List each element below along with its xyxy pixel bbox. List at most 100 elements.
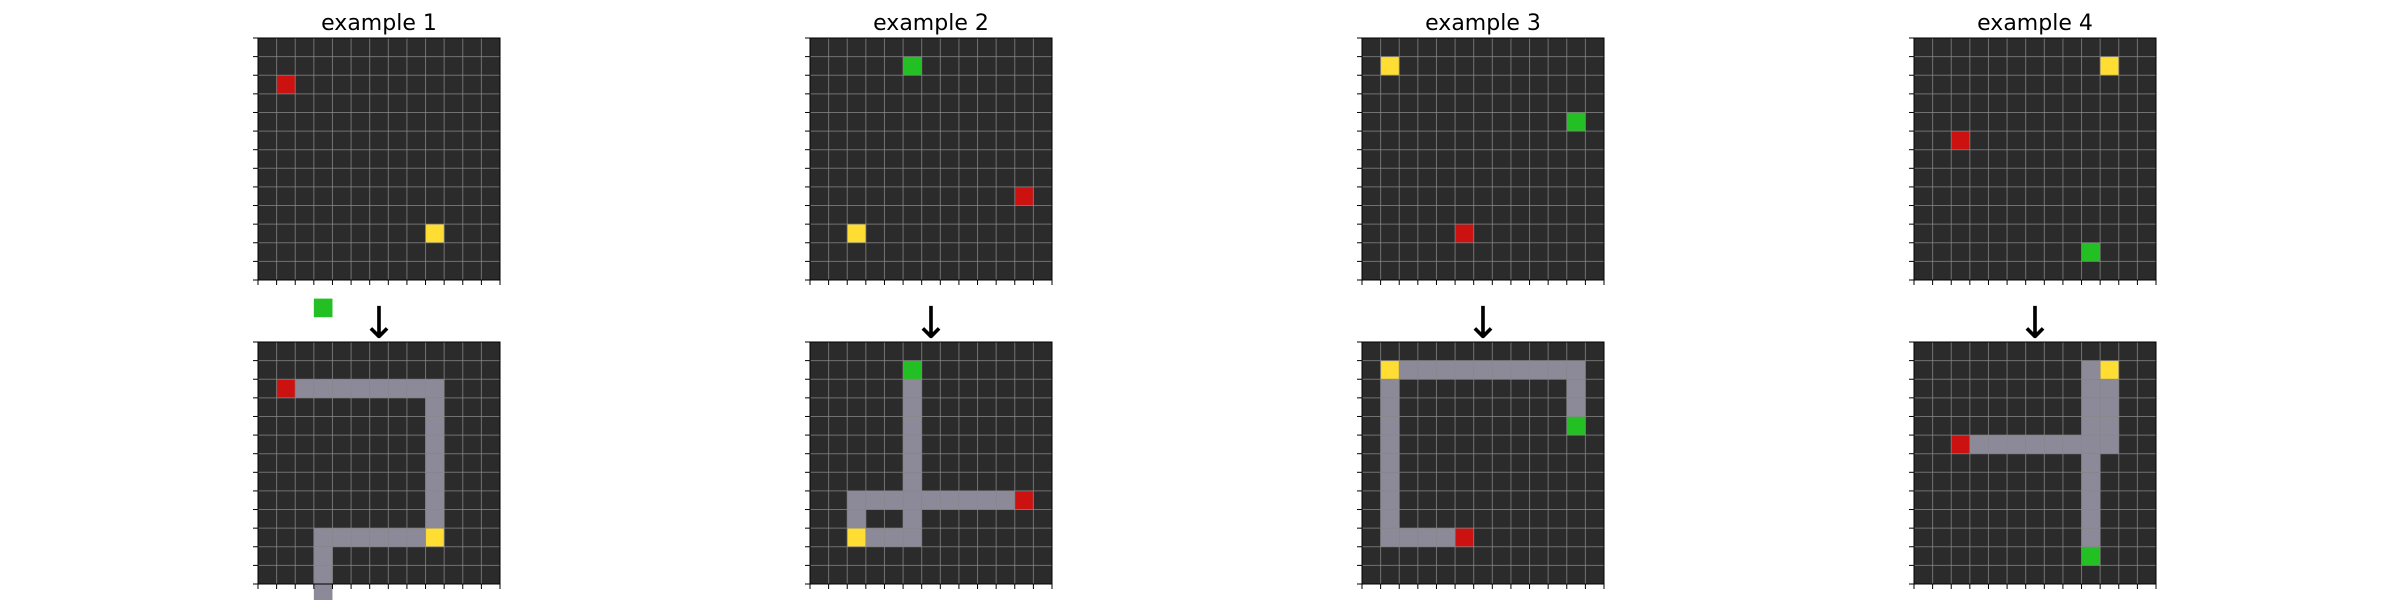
path-cell — [847, 491, 866, 510]
path-cell — [1381, 398, 1400, 417]
path-cell — [351, 528, 370, 547]
red-cell — [1455, 528, 1474, 547]
input-grid — [1909, 38, 2156, 285]
path-cell — [2082, 435, 2101, 454]
path-cell — [959, 491, 978, 510]
grid-background — [1914, 38, 2156, 280]
green-cell — [2082, 547, 2101, 566]
path-cell — [1418, 528, 1437, 547]
path-cell — [351, 379, 370, 398]
grid-background — [258, 342, 500, 584]
path-cell — [922, 491, 941, 510]
path-cell — [295, 379, 314, 398]
path-cell — [847, 510, 866, 529]
path-cell — [903, 379, 922, 398]
path-cell — [2100, 398, 2119, 417]
red-cell — [277, 75, 296, 94]
green-cell — [903, 57, 922, 76]
grid-background — [258, 38, 500, 280]
path-cell — [1381, 510, 1400, 529]
yellow-cell — [426, 528, 445, 547]
yellow-cell — [847, 528, 866, 547]
path-cell — [2082, 416, 2101, 435]
yellow-cell — [426, 224, 445, 243]
path-cell — [426, 454, 445, 473]
down-arrow-icon: ↓ — [361, 298, 398, 349]
yellow-cell — [2100, 57, 2119, 76]
path-cell — [1436, 361, 1455, 380]
grid-background — [1914, 342, 2156, 584]
path-cell — [2082, 454, 2101, 473]
output-grid — [253, 342, 500, 600]
path-cell — [1567, 398, 1586, 417]
red-cell — [1951, 435, 1970, 454]
path-cell — [2100, 416, 2119, 435]
path-cell — [940, 491, 959, 510]
path-cell — [332, 528, 351, 547]
path-cell — [1418, 361, 1437, 380]
red-cell — [1015, 187, 1034, 206]
path-cell — [1455, 361, 1474, 380]
yellow-cell — [1381, 57, 1400, 76]
down-arrow-icon: ↓ — [913, 298, 950, 349]
path-cell — [1474, 361, 1493, 380]
path-cell — [1381, 491, 1400, 510]
example-title: example 3 — [1425, 11, 1541, 36]
path-cell — [903, 528, 922, 547]
grid-background — [810, 342, 1052, 584]
path-cell — [1381, 435, 1400, 454]
path-cell — [978, 491, 997, 510]
path-cell — [407, 528, 426, 547]
input-grid — [805, 38, 1052, 285]
path-cell — [903, 454, 922, 473]
path-cell — [1381, 454, 1400, 473]
path-cell — [2082, 361, 2101, 380]
path-cell — [1381, 472, 1400, 491]
example-title: example 1 — [321, 11, 437, 36]
path-cell — [2026, 435, 2045, 454]
output-grid — [1909, 342, 2156, 589]
path-cell — [903, 416, 922, 435]
path-cell — [866, 528, 885, 547]
path-cell — [370, 528, 389, 547]
path-cell — [2044, 435, 2063, 454]
path-cell — [314, 565, 333, 584]
path-cell — [388, 379, 407, 398]
yellow-cell — [1381, 361, 1400, 380]
red-cell — [277, 379, 296, 398]
path-cell — [1567, 379, 1586, 398]
path-cell — [314, 547, 333, 566]
green-cell — [903, 361, 922, 380]
path-cell — [2082, 528, 2101, 547]
green-cell — [314, 299, 333, 318]
path-cell — [1381, 416, 1400, 435]
output-grid — [805, 342, 1052, 589]
path-cell — [2082, 491, 2101, 510]
path-cell — [2063, 435, 2082, 454]
grid-background — [810, 38, 1052, 280]
path-cell — [1436, 528, 1455, 547]
path-cell — [1548, 361, 1567, 380]
path-cell — [426, 416, 445, 435]
path-cell — [2100, 435, 2119, 454]
red-cell — [1455, 224, 1474, 243]
path-cell — [866, 491, 885, 510]
path-cell — [1399, 361, 1418, 380]
path-cell — [903, 510, 922, 529]
path-cell — [314, 379, 333, 398]
path-cell — [426, 472, 445, 491]
green-cell — [1567, 416, 1586, 435]
path-cell — [388, 528, 407, 547]
output-grid — [1357, 342, 1604, 589]
path-cell — [2082, 472, 2101, 491]
path-cell — [903, 398, 922, 417]
path-cell — [884, 528, 903, 547]
path-cell — [426, 379, 445, 398]
path-cell — [1399, 528, 1418, 547]
example-title: example 2 — [873, 11, 989, 36]
path-cell — [314, 528, 333, 547]
path-cell — [903, 435, 922, 454]
path-cell — [1970, 435, 1989, 454]
path-cell — [884, 491, 903, 510]
